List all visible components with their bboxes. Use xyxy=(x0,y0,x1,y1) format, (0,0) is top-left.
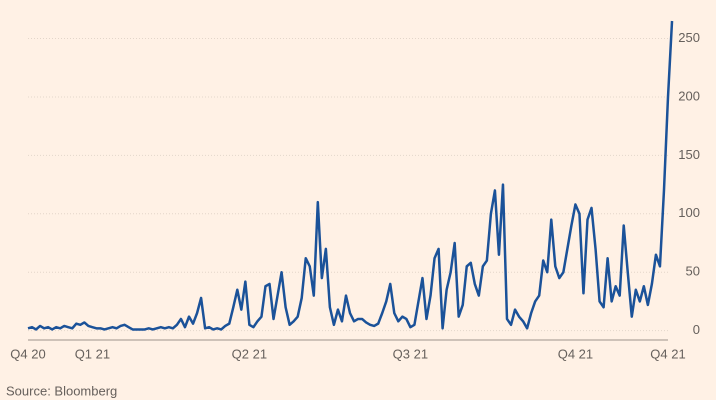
y-tick-label: 0 xyxy=(693,322,700,337)
x-tick-label: Q1 21 xyxy=(75,346,110,361)
x-tick-label: Q4 21 xyxy=(558,346,593,361)
x-tick-label: Q2 21 xyxy=(232,346,267,361)
y-tick-label: 250 xyxy=(678,30,700,45)
x-tick-label: Q4 21 xyxy=(650,346,685,361)
y-tick-label: 200 xyxy=(678,88,700,103)
data-line xyxy=(27,20,674,331)
y-tick-label: 100 xyxy=(678,205,700,220)
x-tick-label: Q4 20 xyxy=(10,346,45,361)
y-tick-label: 50 xyxy=(686,264,700,279)
x-tick-label: Q3 21 xyxy=(393,346,428,361)
source: Source: Bloomberg xyxy=(6,383,117,398)
y-tick-label: 150 xyxy=(678,147,700,162)
